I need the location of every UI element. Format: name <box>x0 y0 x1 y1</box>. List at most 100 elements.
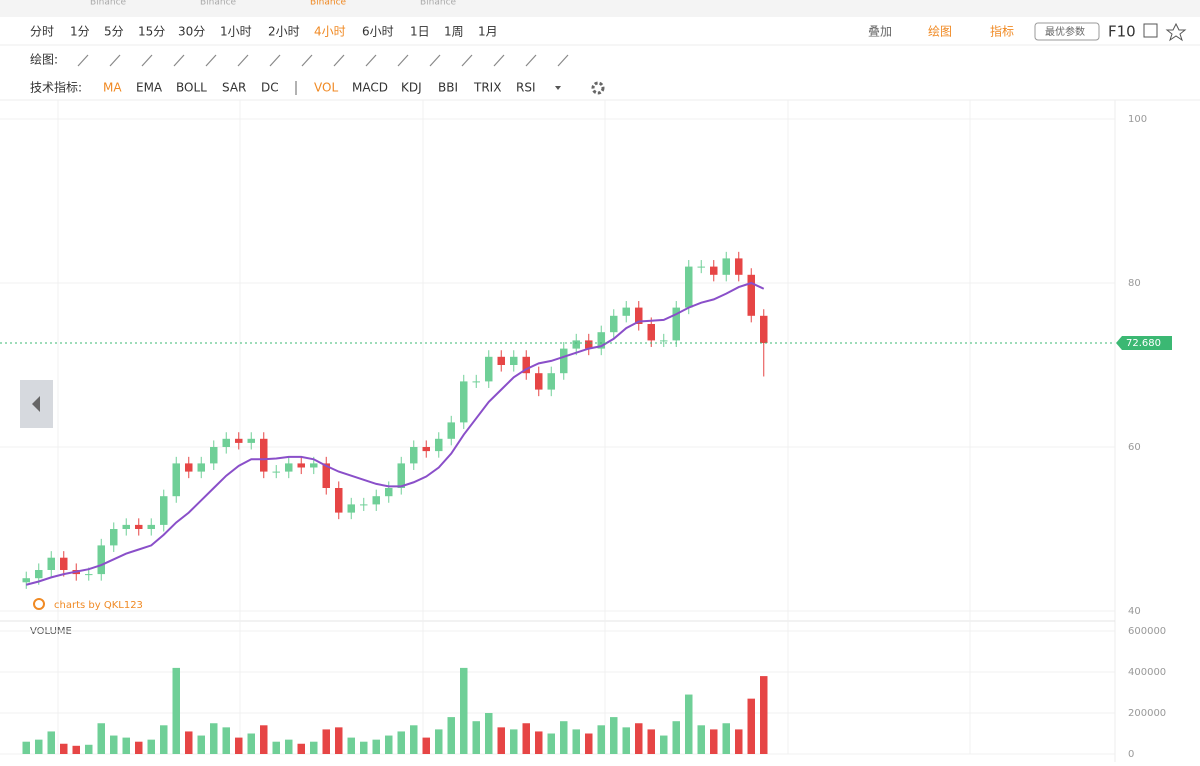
volume-bar <box>660 735 668 754</box>
volume-bar <box>247 733 255 754</box>
dropdown[interactable] <box>555 86 561 90</box>
timeframe[interactable]: 4小时 <box>314 25 346 39</box>
volume-bar <box>485 713 493 754</box>
volume-bar <box>210 723 218 754</box>
toolbar-item[interactable]: F10 <box>1108 23 1136 41</box>
indicator[interactable]: TRIX <box>473 81 501 95</box>
candle-body <box>385 488 393 497</box>
candle-body <box>647 324 655 341</box>
indicator[interactable]: VOL <box>314 81 338 95</box>
timeframe[interactable]: 15分 <box>138 25 165 39</box>
icon[interactable] <box>1143 23 1158 38</box>
candle-body <box>610 315 618 333</box>
drawing-tools[interactable] <box>77 54 569 67</box>
tab[interactable]: Binance <box>200 0 237 8</box>
candle-body <box>97 545 105 575</box>
tool-icon <box>493 54 505 67</box>
candle-body <box>122 524 130 529</box>
candle-body <box>672 307 680 341</box>
indicator[interactable]: RSI <box>516 81 536 95</box>
tab[interactable]: Binance <box>310 0 347 8</box>
tab[interactable]: Binance <box>420 0 457 8</box>
tool-icon <box>301 54 313 67</box>
timeframe[interactable]: 1月 <box>478 25 498 39</box>
timeframe[interactable]: 30分 <box>178 25 205 39</box>
candle-body <box>472 381 480 383</box>
y-tick-label: 600000 <box>1128 626 1166 637</box>
icon[interactable] <box>1165 22 1187 42</box>
volume-bar <box>747 698 755 754</box>
candle-body <box>322 463 330 488</box>
volume-bar <box>197 735 205 754</box>
candle-body <box>685 266 693 308</box>
timeframe[interactable]: 分时 <box>30 25 54 39</box>
candle-body <box>497 356 505 365</box>
indicator[interactable]: SAR <box>222 81 246 95</box>
candle-body <box>210 447 218 464</box>
toolbar-item[interactable]: 绘图 <box>928 24 952 39</box>
timeframe[interactable]: 6小时 <box>362 25 394 39</box>
button-frame <box>1034 22 1100 41</box>
volume-bar <box>310 741 318 754</box>
tool-icon <box>397 54 409 67</box>
volume-bar <box>510 729 518 754</box>
settings-icon[interactable] <box>591 81 605 95</box>
timeframe[interactable]: 1小时 <box>220 25 252 39</box>
y-tick-label: 200000 <box>1128 708 1166 719</box>
tab[interactable]: Binance <box>90 0 127 8</box>
indicator[interactable]: DC <box>261 81 279 95</box>
candle-body <box>397 463 405 488</box>
arrow-icon <box>32 396 40 412</box>
tool-icon <box>109 54 121 67</box>
candle-body <box>410 447 418 464</box>
volume-bar <box>85 744 93 754</box>
candle-body <box>147 524 155 529</box>
volume-bar <box>235 737 243 754</box>
volume-bar <box>647 729 655 754</box>
volume-bar <box>35 739 43 754</box>
volume-bar <box>97 723 105 754</box>
volume-bar <box>372 739 380 754</box>
candle-body <box>510 356 518 365</box>
volume-bar <box>422 737 430 754</box>
timeframe[interactable]: 1日 <box>410 25 430 39</box>
toolbar-item[interactable]: 叠加 <box>868 25 892 39</box>
indicator[interactable]: MA <box>103 81 122 95</box>
timeframe[interactable]: 2小时 <box>268 25 300 39</box>
indicator[interactable]: KDJ <box>401 81 422 95</box>
candle-body <box>172 463 180 497</box>
last-price-tag <box>1116 336 1172 351</box>
y-tick-label: 80 <box>1128 278 1141 289</box>
tool-icon <box>237 54 249 67</box>
indicator[interactable]: MACD <box>352 81 388 95</box>
tool-icon <box>77 54 89 67</box>
volume-bar <box>322 729 330 754</box>
last-price-label: 72.680 <box>1126 338 1161 349</box>
candle-body <box>247 438 255 443</box>
candle-body <box>22 578 30 583</box>
volume-bar <box>285 739 293 754</box>
volume-bar <box>172 667 180 754</box>
tool-icon <box>269 54 281 67</box>
volume-bar <box>360 741 368 754</box>
indicator[interactable]: EMA <box>136 81 163 95</box>
toolbar-item[interactable]: 最优参数 <box>1045 25 1085 38</box>
volume-bar <box>122 737 130 754</box>
indicator[interactable]: BBI <box>438 81 458 95</box>
drawing-label: 绘图: <box>30 52 58 67</box>
candle-body <box>722 258 730 275</box>
volume-bar <box>410 725 418 754</box>
timeframe[interactable]: 1分 <box>70 25 90 39</box>
indicator[interactable]: BOLL <box>176 81 207 95</box>
ma-line <box>25 281 765 586</box>
toolbar-item[interactable]: 指标 <box>990 24 1014 39</box>
volume-bar <box>497 727 505 754</box>
candle-body <box>285 463 293 472</box>
timeframe[interactable]: 1周 <box>444 25 464 39</box>
volume-bar <box>222 727 230 754</box>
candle-body <box>710 266 718 275</box>
y-tick-label: 60 <box>1128 442 1141 453</box>
timeframe[interactable]: 5分 <box>104 25 124 39</box>
candle-body <box>185 463 193 472</box>
